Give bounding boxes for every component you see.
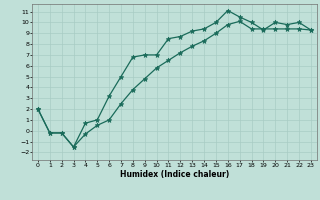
X-axis label: Humidex (Indice chaleur): Humidex (Indice chaleur) (120, 170, 229, 179)
